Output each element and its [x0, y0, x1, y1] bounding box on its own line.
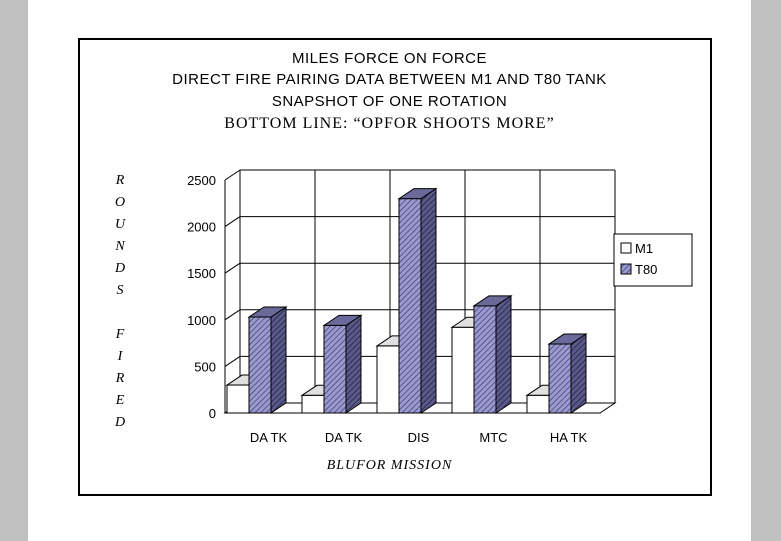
bar-t80: [247, 306, 288, 414]
y-axis-label-letter: R: [115, 371, 125, 386]
x-tick-label: DA TK: [325, 430, 363, 445]
y-axis-label-letter: R: [115, 173, 125, 188]
y-axis-label-letter: N: [115, 239, 125, 254]
x-tick-label: DA TK: [250, 430, 288, 445]
gridline-depth: [224, 262, 241, 274]
legend-swatch-m1: [620, 242, 632, 254]
y-tick-label: 1000: [187, 313, 216, 328]
slide: MILES FORCE ON FORCE DIRECT FIRE PAIRING…: [28, 0, 751, 541]
chart-subtitle-1: DIRECT FIRE PAIRING DATA BETWEEN M1 AND …: [172, 71, 607, 88]
y-axis-label-letter: F: [115, 327, 125, 342]
bar-t80: [397, 187, 438, 414]
gridline-depth: [224, 216, 241, 228]
y-tick-label: 2000: [187, 220, 216, 235]
y-tick-label: 500: [194, 359, 216, 374]
y-axis-label-letter: E: [115, 393, 125, 408]
gridline-depth: [224, 169, 241, 181]
chart-title: MILES FORCE ON FORCE: [291, 50, 488, 67]
x-tick-label: HA TK: [550, 430, 588, 445]
gridline-depth: [224, 309, 241, 321]
y-axis-label-letter: I: [117, 349, 123, 364]
legend-label: M1: [635, 241, 653, 256]
legend-label: T80: [635, 262, 657, 277]
y-axis-label-letter: O: [114, 195, 126, 210]
bottom-line-note: BOTTOM LINE: “OPFOR SHOOTS MORE”: [224, 115, 555, 132]
y-tick-label: 0: [209, 406, 216, 421]
bar-t80: [472, 294, 513, 414]
y-tick-label: 2500: [187, 173, 216, 188]
chart-subtitle-2: SNAPSHOT OF ONE ROTATION: [271, 93, 508, 110]
y-tick-label: 1500: [187, 266, 216, 281]
bar-t80: [547, 333, 588, 414]
y-axis-label-letter: S: [116, 283, 124, 298]
y-axis-label-letter: D: [114, 415, 126, 430]
legend-swatch-t80: [620, 263, 632, 275]
x-tick-label: DIS: [408, 430, 430, 445]
bar-chart: 0 500 1000 1500 2000 2500 DA TK DA TK DIS MTC HA T…: [187, 169, 693, 445]
bar-t80: [322, 314, 363, 414]
y-axis-label-letter: U: [114, 217, 126, 232]
gridline-depth: [224, 355, 241, 367]
y-axis-label-letter: D: [114, 261, 126, 276]
x-tick-label: MTC: [479, 430, 507, 445]
chart-frame: [78, 38, 712, 496]
x-axis-label: BLUFOR MISSION: [326, 458, 453, 473]
